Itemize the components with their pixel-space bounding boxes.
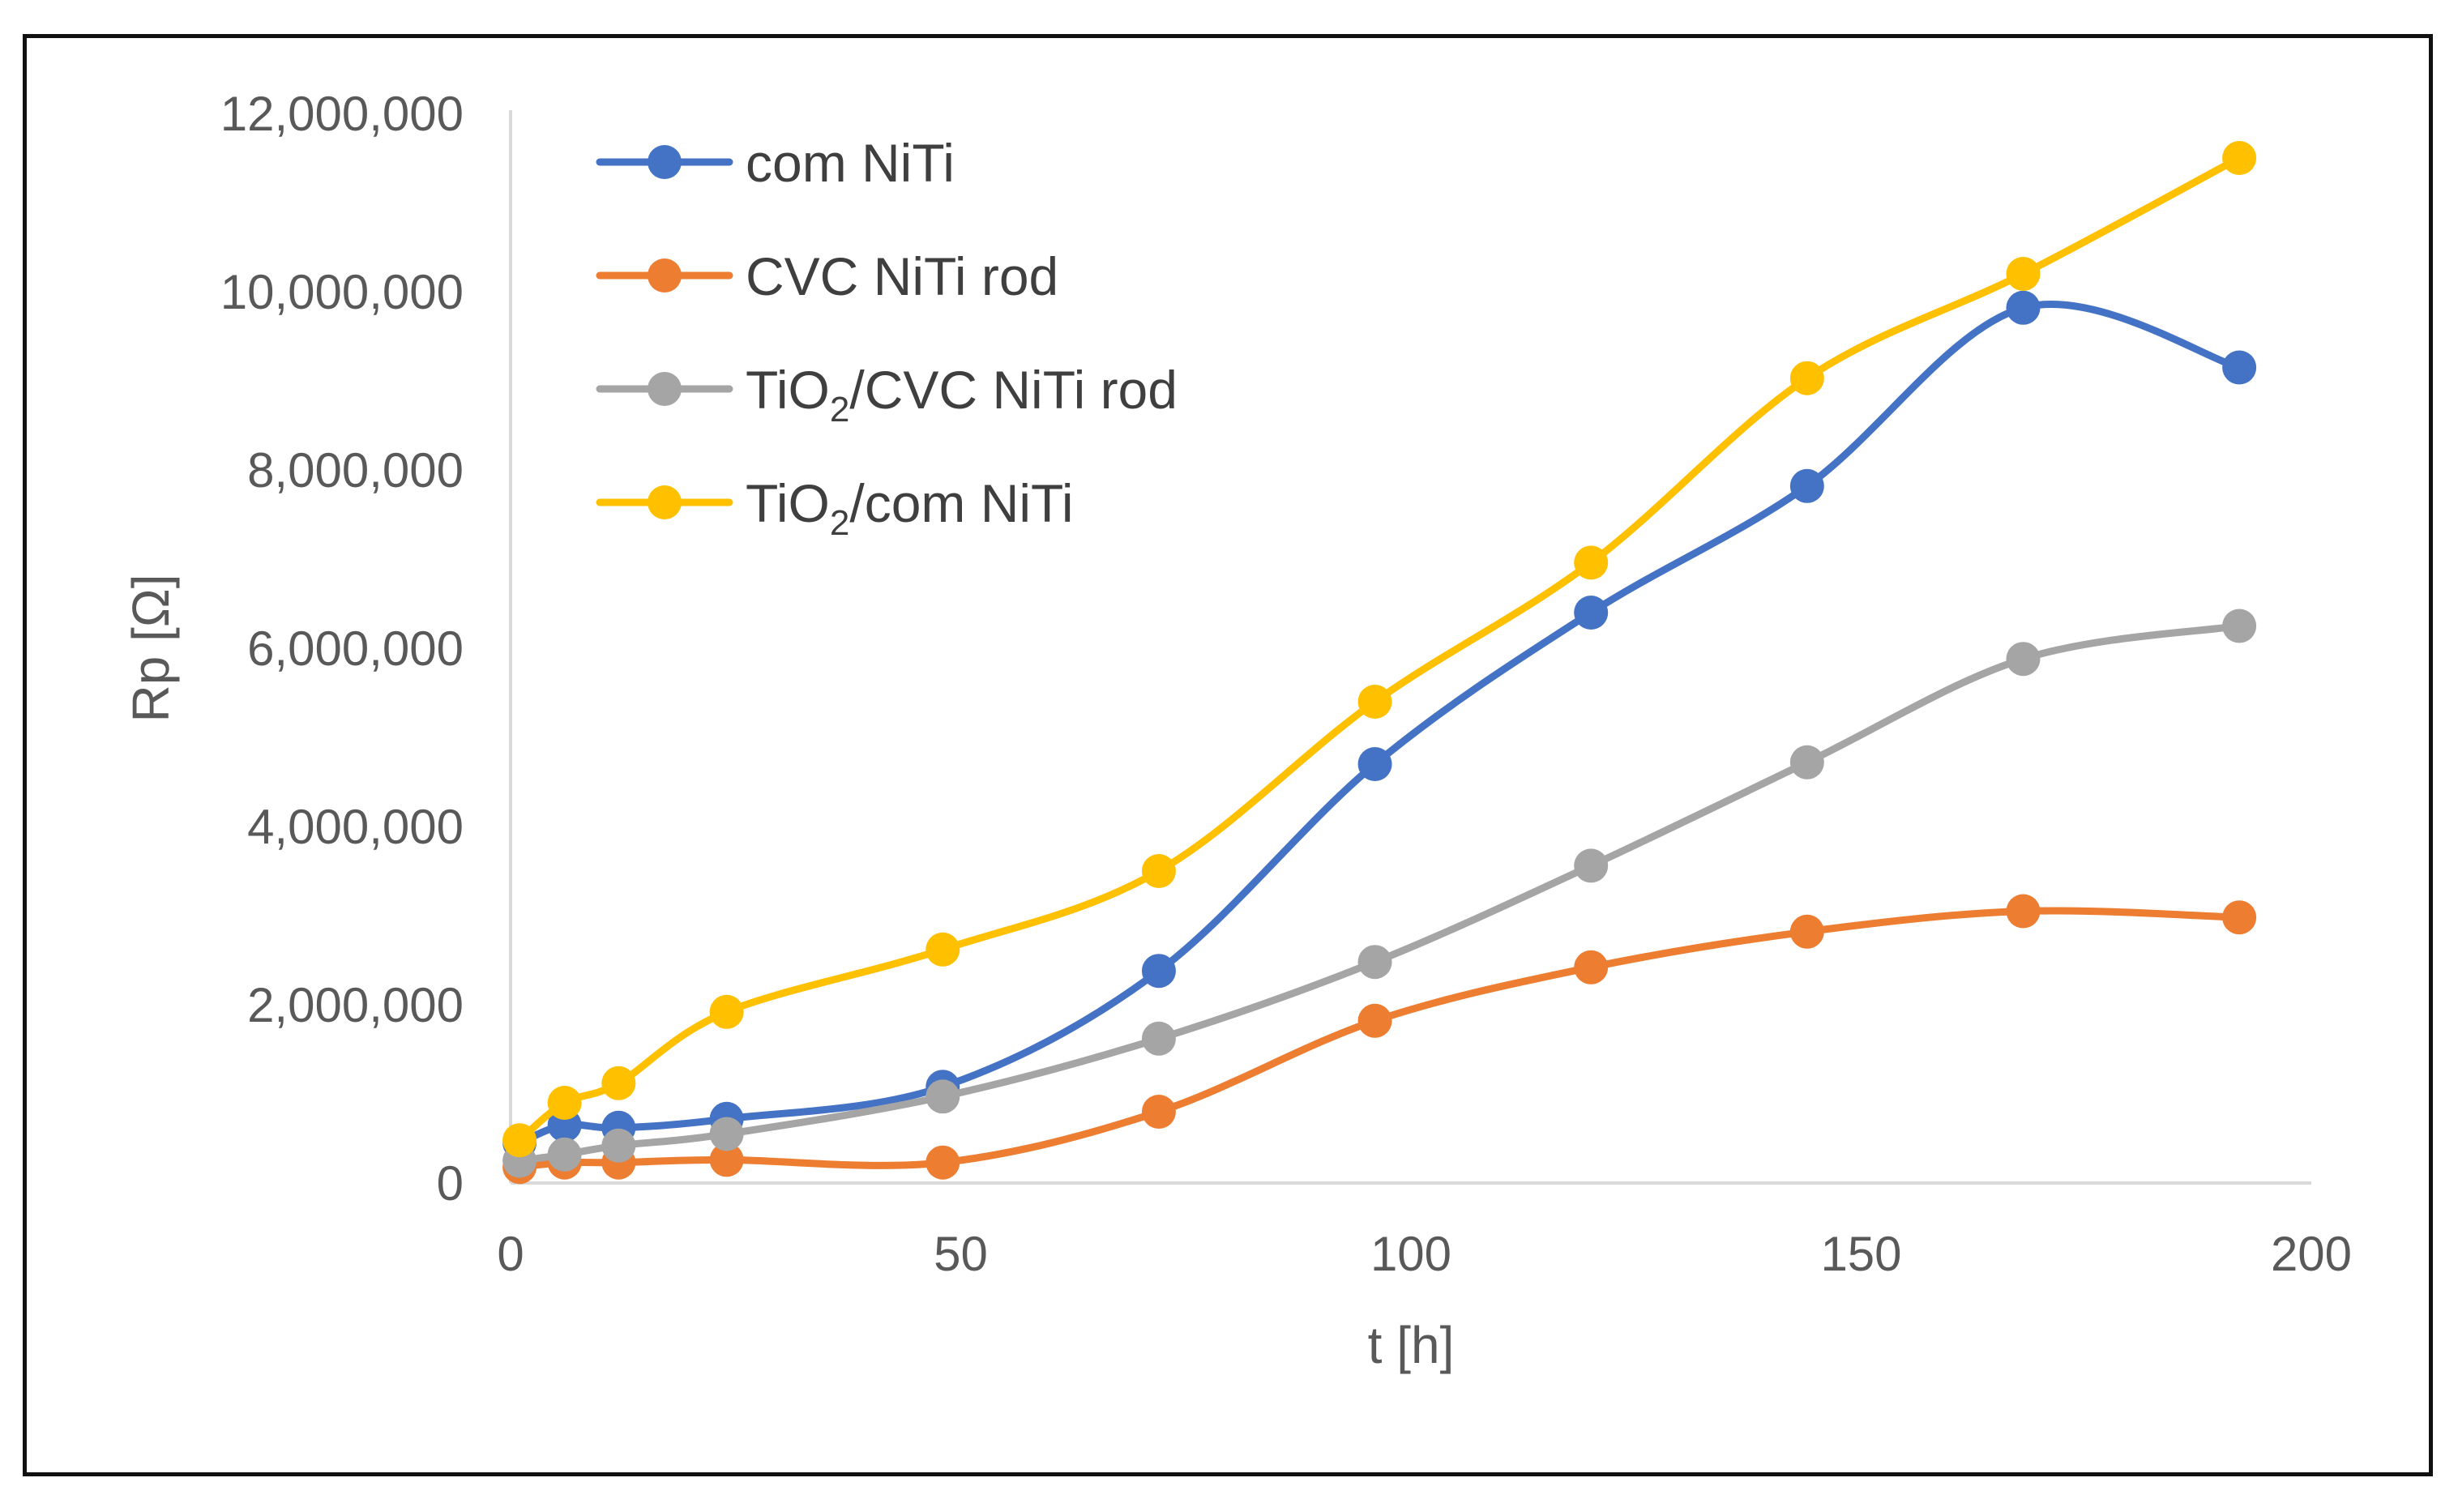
legend-label-main: com NiTi xyxy=(746,133,955,193)
data-point xyxy=(925,1079,960,1114)
data-point xyxy=(1357,945,1392,980)
y-tick-label: 12,000,000 xyxy=(220,87,464,141)
legend-label-main: TiO xyxy=(746,473,830,533)
data-point xyxy=(1141,954,1176,989)
legend-label-rest: /com NiTi xyxy=(849,473,1073,533)
data-point xyxy=(2006,642,2041,677)
legend-marker xyxy=(648,258,682,293)
data-point xyxy=(2006,290,2041,325)
x-tick-label: 50 xyxy=(934,1227,988,1281)
legend-label-main: CVC NiTi rod xyxy=(746,246,1058,306)
x-tick-label: 150 xyxy=(1820,1227,1901,1281)
series-2 xyxy=(502,609,2257,1178)
legend-entry: CVC NiTi rod xyxy=(596,246,1058,306)
y-tick-label: 8,000,000 xyxy=(247,443,464,498)
data-point xyxy=(1789,914,1824,949)
data-point xyxy=(547,1086,582,1120)
legend-label-subscript: 2 xyxy=(830,390,849,429)
x-tick-label: 0 xyxy=(497,1227,524,1281)
y-tick-label: 10,000,000 xyxy=(220,265,464,319)
legend-entry: TiO2/CVC NiTi rod xyxy=(596,360,1178,429)
y-axis-title: Rp [Ω] xyxy=(122,574,180,723)
legend-label: TiO2/com NiTi xyxy=(746,473,1074,543)
data-point xyxy=(1574,545,1609,580)
legend-entry: TiO2/com NiTi xyxy=(596,473,1074,543)
y-tick-label: 0 xyxy=(437,1156,464,1211)
series-layer xyxy=(502,141,2257,1185)
legend-label: TiO2/CVC NiTi rod xyxy=(746,360,1178,429)
data-point xyxy=(601,1066,636,1100)
legend-label-rest: /CVC NiTi rod xyxy=(849,360,1178,420)
data-point xyxy=(2222,141,2257,175)
data-point xyxy=(1141,1021,1176,1056)
data-point xyxy=(1574,848,1609,883)
data-point xyxy=(1789,361,1824,395)
legend-marker xyxy=(648,372,682,406)
legend-entry: com NiTi xyxy=(596,133,955,193)
data-point xyxy=(1789,468,1824,503)
data-point xyxy=(2222,350,2257,385)
data-point xyxy=(1357,747,1392,781)
data-point xyxy=(547,1137,582,1172)
data-point xyxy=(502,1123,537,1158)
series-line xyxy=(515,301,2243,1147)
data-point xyxy=(1141,1095,1176,1129)
series-line xyxy=(515,154,2243,1144)
data-point xyxy=(1357,685,1392,719)
series-line xyxy=(515,907,2243,1171)
legend-label: com NiTi xyxy=(746,133,955,193)
legend-marker xyxy=(648,145,682,179)
legend-label-subscript: 2 xyxy=(830,503,849,543)
data-point xyxy=(2006,894,2041,929)
legend-label-main: TiO xyxy=(746,360,830,420)
axes: 0 2,000,000 4,000,000 6,000,000 8,000,000 10,… xyxy=(122,87,2352,1374)
data-point xyxy=(709,994,744,1029)
data-point xyxy=(709,1143,744,1177)
data-point xyxy=(1574,596,1609,630)
data-point xyxy=(1789,745,1824,779)
data-point xyxy=(2006,257,2041,291)
data-point xyxy=(1357,1003,1392,1038)
data-point xyxy=(925,1145,960,1180)
legend-marker xyxy=(648,485,682,519)
y-tick-label: 6,000,000 xyxy=(247,621,464,676)
x-axis-title: t [h] xyxy=(1368,1316,1455,1374)
x-tick-label: 100 xyxy=(1370,1227,1451,1281)
series-line xyxy=(515,622,2243,1164)
data-point xyxy=(2222,609,2257,643)
legend-label: CVC NiTi rod xyxy=(746,246,1058,306)
data-point xyxy=(2222,900,2257,935)
data-point xyxy=(601,1128,636,1163)
data-point xyxy=(1574,950,1609,985)
y-tick-label: 4,000,000 xyxy=(247,800,464,854)
series-3 xyxy=(502,141,2257,1158)
y-tick-label: 2,000,000 xyxy=(247,978,464,1032)
series-1 xyxy=(502,894,2257,1185)
data-point xyxy=(1141,854,1176,888)
data-point xyxy=(925,932,960,967)
data-point xyxy=(709,1117,744,1151)
x-tick-label: 200 xyxy=(2271,1227,2352,1281)
